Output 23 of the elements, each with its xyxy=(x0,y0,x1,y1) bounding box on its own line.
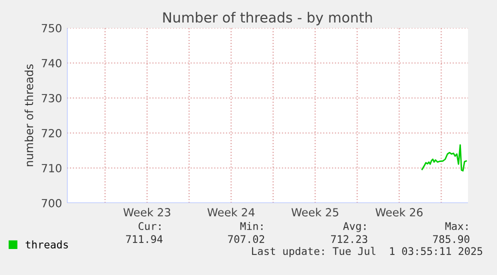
x-tick-label: Week 26 xyxy=(376,208,423,216)
y-tick-label: 710 xyxy=(42,164,62,172)
y-axis-title: number of threads xyxy=(24,64,34,166)
text: Cur: xyxy=(138,222,160,230)
text: 712.23 xyxy=(331,235,368,244)
text: 711.94 xyxy=(126,235,163,244)
text: 707.02 xyxy=(228,235,264,244)
line-series xyxy=(421,144,467,172)
y-tick-label: 700 xyxy=(42,198,62,208)
y-tick-label: 740 xyxy=(42,58,62,68)
y-tick-label: 720 xyxy=(42,128,62,138)
x-tick-label: Week 23 xyxy=(123,208,170,216)
chart-title: Number of threads - by month xyxy=(163,12,372,26)
text: Min: xyxy=(240,222,262,230)
y-tick-label: 730 xyxy=(42,94,62,102)
text: Last update: Tue Jul 1 03:55:11 2025 xyxy=(252,246,482,258)
x-tick-label: Week 24 xyxy=(207,208,255,216)
y-tick-label: 750 xyxy=(42,24,62,32)
text: 785.90 xyxy=(433,235,470,244)
legend-label: threads xyxy=(26,240,68,248)
x-tick-label: Week 25 xyxy=(291,208,338,216)
text: Avg: xyxy=(343,222,366,232)
text: Max: xyxy=(445,222,468,230)
